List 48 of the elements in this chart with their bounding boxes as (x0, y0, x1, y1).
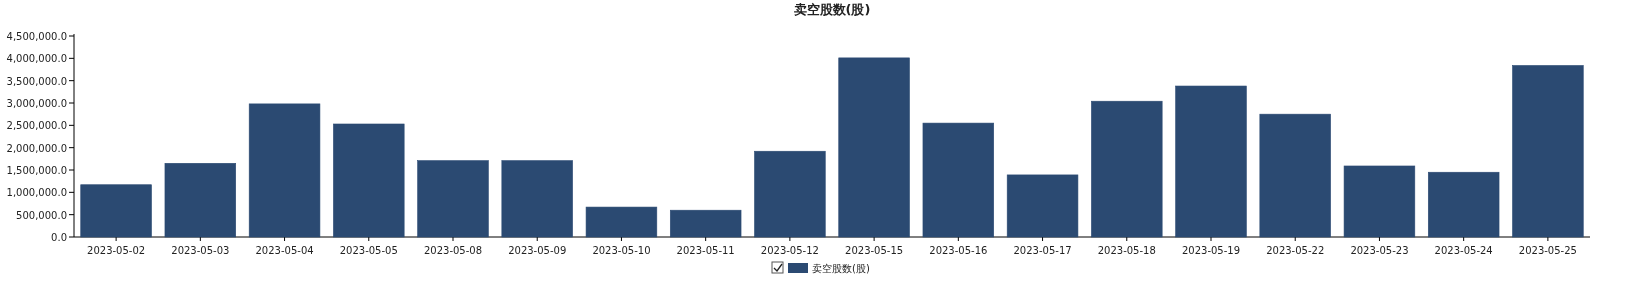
bar (417, 160, 489, 238)
y-tick-label: 4,000,000.0 (6, 53, 67, 65)
x-tick-label: 2023-05-19 (1181, 245, 1241, 256)
x-tick-label: 2023-05-18 (1097, 245, 1156, 256)
x-tick-label: 2023-05-23 (1350, 245, 1409, 256)
legend-label: 卖空股数(股) (812, 263, 870, 274)
x-tick-label: 2023-05-24 (1434, 245, 1493, 256)
chart-title: 卖空股数(股) (793, 2, 871, 17)
y-tick-label: 2,500,000.0 (6, 120, 67, 132)
x-tick-label: 2023-05-02 (87, 245, 146, 256)
x-tick-label: 2023-05-17 (1013, 245, 1072, 256)
x-tick-label: 2023-05-11 (676, 245, 735, 256)
bar (585, 206, 658, 238)
bar (838, 57, 910, 238)
bar (1259, 113, 1331, 238)
bar (1175, 85, 1247, 238)
bar (669, 209, 742, 238)
x-tick-label: 2023-05-08 (423, 245, 483, 256)
x-tick-label: 2023-05-03 (171, 245, 230, 256)
bar (248, 103, 321, 238)
x-tick-label: 2023-05-09 (508, 245, 567, 256)
x-tick-label: 2023-05-04 (255, 245, 314, 256)
y-tick-label: 3,500,000.0 (6, 75, 67, 87)
x-tick-label: 2023-05-12 (760, 245, 819, 256)
y-tick-label: 1,500,000.0 (6, 165, 67, 176)
y-tick-label: 2,000,000.0 (6, 142, 67, 154)
x-tick-label: 2023-05-10 (592, 245, 651, 256)
bar (333, 123, 405, 238)
bar (1427, 171, 1500, 238)
bar (1512, 65, 1584, 238)
bar (80, 184, 152, 238)
y-tick-label: 0.0 (51, 232, 67, 243)
bar (501, 160, 573, 238)
bar (164, 163, 237, 238)
bar (922, 122, 995, 238)
bar (1006, 174, 1079, 238)
y-tick-label: 3,000,000.0 (6, 98, 67, 109)
x-tick-label: 2023-05-22 (1266, 245, 1325, 256)
y-tick-label: 4,500,000.0 (6, 31, 67, 42)
x-tick-label: 2023-05-05 (339, 245, 398, 256)
y-tick-label: 1,000,000.0 (6, 187, 67, 199)
y-tick-label: 500,000.0 (16, 209, 67, 221)
x-tick-label: 2023-05-16 (929, 245, 988, 256)
bar (1091, 100, 1163, 238)
bar (754, 150, 826, 238)
x-tick-label: 2023-05-15 (845, 245, 904, 256)
x-tick-label: 2023-05-25 (1518, 245, 1577, 256)
bar (1343, 165, 1416, 238)
